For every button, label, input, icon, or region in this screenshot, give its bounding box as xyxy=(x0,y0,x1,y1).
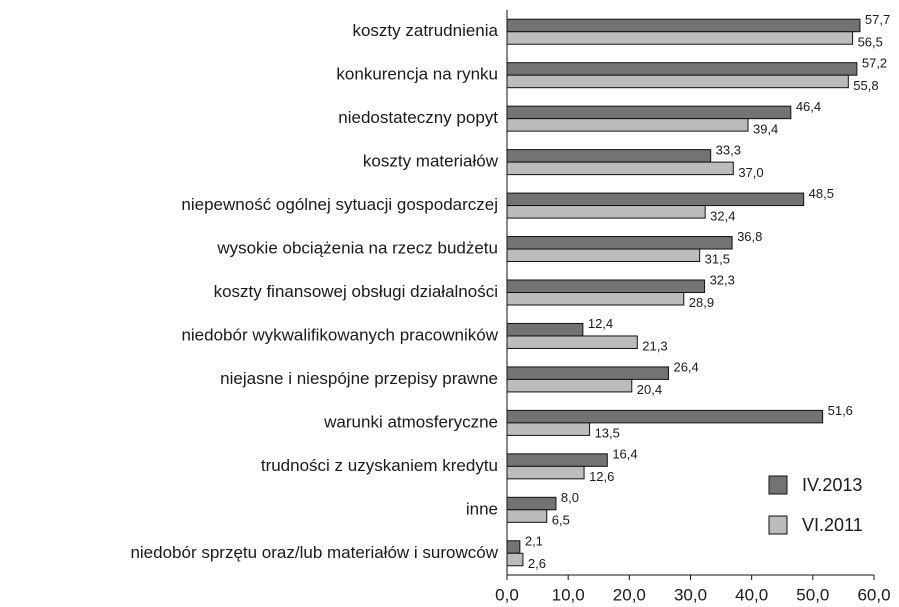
category-label: niejasne i niespójne przepisy prawne xyxy=(220,369,498,388)
value-label: 2,1 xyxy=(525,533,543,548)
category-label: inne xyxy=(466,499,498,518)
bar xyxy=(506,465,585,480)
category-label: niedostateczny popyt xyxy=(338,108,498,127)
value-label: 48,5 xyxy=(809,186,834,201)
bar xyxy=(506,31,854,45)
value-label: 57,2 xyxy=(862,55,887,70)
value-label: 39,4 xyxy=(753,121,778,136)
value-label: 57,7 xyxy=(865,12,890,27)
category-label: niepewność ogólnej sytuacji gospodarczej xyxy=(181,195,498,214)
bar xyxy=(506,192,805,207)
value-label: 8,0 xyxy=(561,490,579,505)
x-tick-label: 50,0 xyxy=(796,585,829,604)
bar xyxy=(506,378,633,393)
value-label: 2,6 xyxy=(528,556,546,571)
bar xyxy=(506,205,706,219)
category-label: wysokie obciążenia na rzecz budżetu xyxy=(216,239,498,258)
legend-label: VI.2011 xyxy=(802,515,863,535)
value-label: 32,3 xyxy=(710,273,735,288)
category-label: warunki atmosferyczne xyxy=(323,412,498,431)
bar xyxy=(506,496,557,511)
x-tick-label: 0,0 xyxy=(495,585,519,604)
bar xyxy=(506,236,733,250)
x-tick-label: 40,0 xyxy=(735,585,768,604)
category-label: trudności z uzyskaniem kredytu xyxy=(261,456,498,475)
value-label: 20,4 xyxy=(637,382,662,397)
value-label: 51,6 xyxy=(828,403,853,418)
category-label: niedobór sprzętu oraz/lub materiałów i s… xyxy=(130,543,498,562)
value-label: 33,3 xyxy=(716,142,741,157)
bar xyxy=(506,453,608,467)
bar xyxy=(506,335,638,349)
value-label: 55,8 xyxy=(853,78,878,93)
value-label: 21,3 xyxy=(642,339,667,354)
legend-swatch xyxy=(768,515,788,535)
bar xyxy=(506,509,548,523)
x-tick-label: 10,0 xyxy=(552,585,585,604)
bar xyxy=(506,322,584,337)
bar xyxy=(506,279,706,293)
value-label: 46,4 xyxy=(796,99,821,114)
value-label: 32,4 xyxy=(710,208,735,223)
value-label: 6,5 xyxy=(552,512,570,527)
x-tick-label: 60,0 xyxy=(857,585,890,604)
bar xyxy=(506,149,712,163)
category-label: koszty zatrudnienia xyxy=(352,21,498,40)
x-tick-label: 30,0 xyxy=(674,585,707,604)
legend-label: IV.2013 xyxy=(802,475,862,495)
bar xyxy=(506,74,849,89)
value-label: 16,4 xyxy=(612,447,637,462)
bar xyxy=(506,366,669,380)
bar xyxy=(506,540,521,554)
bar xyxy=(506,105,792,120)
category-label: koszty materiałów xyxy=(363,152,499,171)
bar xyxy=(506,292,685,306)
value-label: 36,8 xyxy=(737,229,762,244)
category-label: niedobór wykwalifikowanych pracowników xyxy=(181,325,498,344)
legend-swatch xyxy=(768,475,788,495)
x-tick-label: 20,0 xyxy=(613,585,646,604)
value-label: 13,5 xyxy=(595,426,620,441)
bar xyxy=(506,118,749,132)
category-label: konkurencja na rynku xyxy=(336,65,498,84)
value-label: 56,5 xyxy=(858,34,883,49)
value-label: 28,9 xyxy=(689,295,714,310)
bar xyxy=(506,161,734,176)
bar xyxy=(506,18,861,33)
value-label: 12,4 xyxy=(588,316,613,331)
value-label: 37,0 xyxy=(738,165,763,180)
value-label: 26,4 xyxy=(673,360,698,375)
value-label: 31,5 xyxy=(705,252,730,267)
bar xyxy=(506,409,824,424)
category-label: koszty finansowej obsługi działalności xyxy=(214,282,498,301)
bar xyxy=(506,422,591,436)
bar xyxy=(506,248,701,263)
bar xyxy=(506,552,524,567)
bar xyxy=(506,62,858,76)
value-label: 12,6 xyxy=(589,469,614,484)
